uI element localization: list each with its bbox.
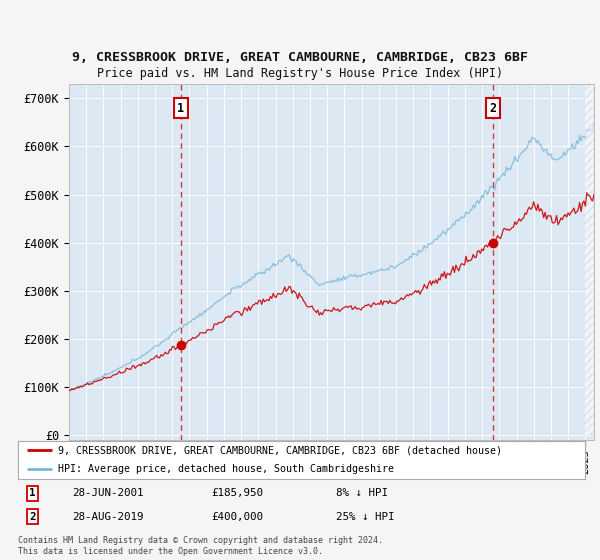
Text: 28-AUG-2019: 28-AUG-2019 — [72, 512, 143, 522]
Text: 1: 1 — [177, 101, 184, 115]
Text: 9, CRESSBROOK DRIVE, GREAT CAMBOURNE, CAMBRIDGE, CB23 6BF: 9, CRESSBROOK DRIVE, GREAT CAMBOURNE, CA… — [72, 52, 528, 64]
Text: Price paid vs. HM Land Registry's House Price Index (HPI): Price paid vs. HM Land Registry's House … — [97, 67, 503, 80]
Text: 25% ↓ HPI: 25% ↓ HPI — [335, 512, 394, 522]
Text: 1: 1 — [29, 488, 35, 498]
Text: 9, CRESSBROOK DRIVE, GREAT CAMBOURNE, CAMBRIDGE, CB23 6BF (detached house): 9, CRESSBROOK DRIVE, GREAT CAMBOURNE, CA… — [58, 445, 502, 455]
Text: 28-JUN-2001: 28-JUN-2001 — [72, 488, 143, 498]
Text: 2: 2 — [29, 512, 35, 522]
Text: £400,000: £400,000 — [211, 512, 263, 522]
Text: £185,950: £185,950 — [211, 488, 263, 498]
Text: HPI: Average price, detached house, South Cambridgeshire: HPI: Average price, detached house, Sout… — [58, 464, 394, 474]
Text: 8% ↓ HPI: 8% ↓ HPI — [335, 488, 388, 498]
Text: 2: 2 — [490, 101, 497, 115]
Text: Contains HM Land Registry data © Crown copyright and database right 2024.
This d: Contains HM Land Registry data © Crown c… — [18, 536, 383, 556]
